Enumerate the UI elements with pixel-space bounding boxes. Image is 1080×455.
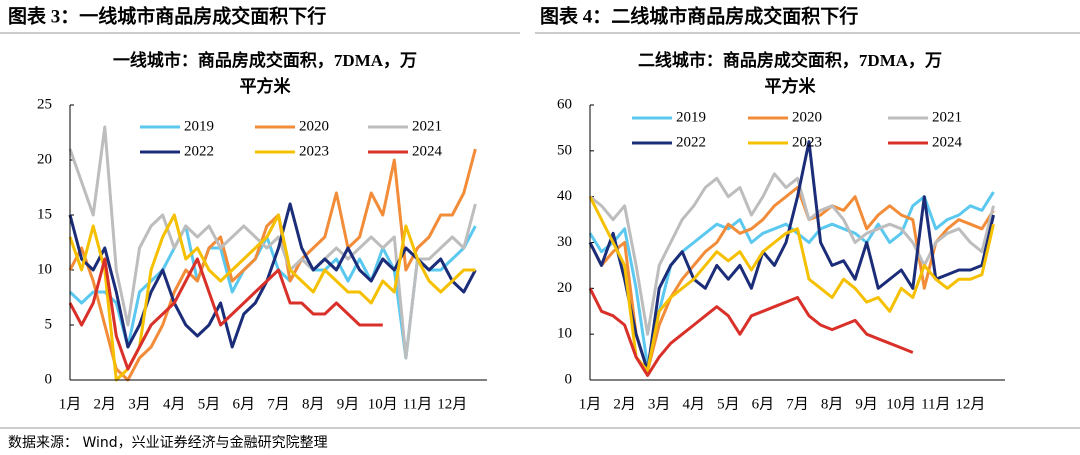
source: 数据来源： Wind，兴业证券经济与金融研究院整理	[8, 435, 328, 451]
series-line	[588, 196, 995, 373]
x-tick-label: 2月	[93, 396, 116, 412]
x-tick-label: 10月	[886, 396, 916, 412]
series-line	[68, 125, 477, 360]
legend-label: 2021	[932, 109, 962, 125]
y-tick-label: 25	[37, 96, 52, 112]
series-line	[588, 186, 995, 373]
y-tick-label: 50	[557, 142, 572, 158]
y-tick-label: 15	[37, 206, 52, 222]
chart-title: 平方米	[240, 76, 292, 96]
series-line	[68, 148, 477, 382]
x-tick-label: 9月	[855, 396, 878, 412]
x-tick-label: 1月	[59, 396, 82, 412]
y-tick-label: 20	[37, 151, 52, 167]
legend-label: 2019	[676, 109, 706, 125]
x-tick-label: 6月	[232, 396, 255, 412]
x-tick-label: 4月	[163, 396, 186, 412]
x-tick-label: 9月	[337, 396, 360, 412]
series-line	[68, 257, 383, 371]
y-tick-label: 5	[45, 316, 53, 332]
y-tick-label: 60	[557, 96, 572, 112]
legend-label: 2022	[676, 134, 706, 150]
legend-label: 2024	[412, 143, 443, 159]
x-tick-label: 11月	[921, 396, 950, 412]
series-line	[588, 287, 914, 377]
y-tick-label: 0	[565, 371, 573, 387]
legend-label: 2022	[184, 143, 214, 159]
x-tick-label: 8月	[302, 396, 325, 412]
x-tick-label: 8月	[821, 396, 844, 412]
series-line	[589, 172, 995, 336]
legend-label: 2023	[299, 143, 329, 159]
legend-label: 2024	[932, 134, 963, 150]
x-tick-label: 12月	[955, 396, 985, 412]
heading: 图表 4：二线城市商品房成交面积下行	[540, 4, 858, 27]
chart-title: 一线城市：商品房成交面积，7DMA，万	[113, 50, 417, 70]
y-tick-label: 30	[557, 234, 572, 250]
y-tick-label: 40	[557, 188, 572, 204]
legend-label: 2020	[792, 109, 822, 125]
x-tick-label: 10月	[368, 396, 398, 412]
y-tick-label: 10	[557, 326, 572, 342]
x-tick-label: 1月	[579, 396, 602, 412]
x-tick-label: 7月	[786, 396, 809, 412]
legend-label: 2023	[792, 134, 822, 150]
x-tick-label: 3月	[648, 396, 671, 412]
x-tick-label: 12月	[437, 396, 467, 412]
series-line	[588, 140, 995, 373]
heading: 图表 3：一线城市商品房成交面积下行	[8, 4, 326, 27]
series-line	[68, 202, 477, 349]
chart-title: 平方米	[765, 76, 817, 96]
x-tick-label: 7月	[267, 396, 290, 412]
legend-label: 2021	[412, 118, 442, 134]
x-tick-label: 6月	[752, 396, 775, 412]
x-tick-label: 11月	[403, 396, 432, 412]
y-tick-label: 0	[45, 371, 53, 387]
y-tick-label: 20	[557, 280, 572, 296]
chart-title: 二线城市：商品房成交面积，7DMA，万	[638, 50, 942, 70]
legend-label: 2019	[184, 118, 214, 134]
x-tick-label: 2月	[613, 396, 636, 412]
y-tick-label: 10	[37, 261, 52, 277]
x-tick-label: 4月	[682, 396, 705, 412]
x-tick-label: 5月	[717, 396, 740, 412]
x-tick-label: 5月	[198, 396, 221, 412]
legend-label: 2020	[299, 118, 329, 134]
x-tick-label: 3月	[128, 396, 151, 412]
